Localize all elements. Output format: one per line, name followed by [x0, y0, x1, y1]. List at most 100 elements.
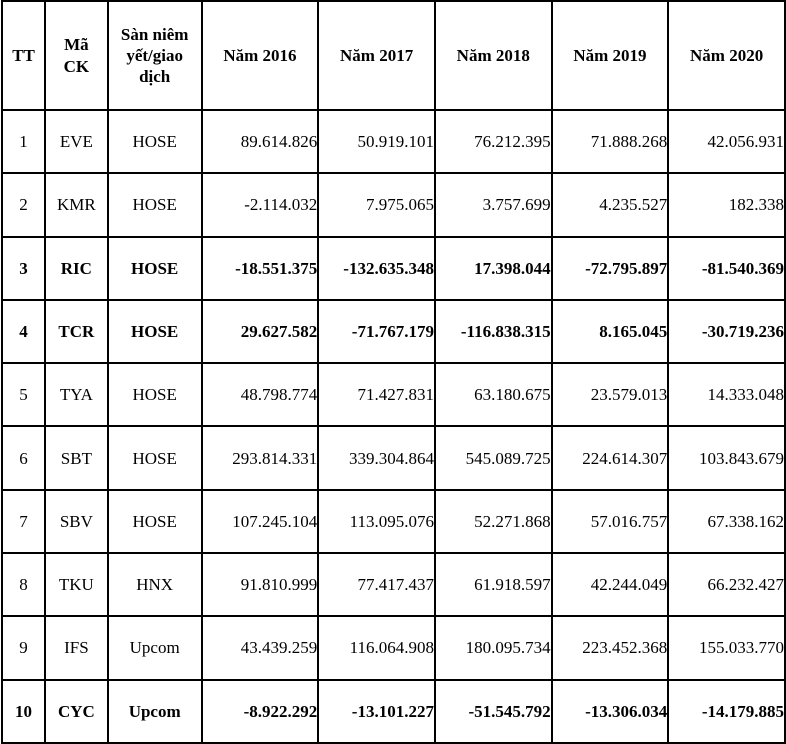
cell-year-value: 50.919.101: [317, 108, 436, 175]
cell-tt: 1: [0, 108, 47, 175]
cell-year-value: 17.398.044: [433, 235, 553, 301]
cell-exchange: HOSE: [106, 298, 203, 365]
cell-code: TCR: [44, 298, 109, 365]
table-row: 8 TKU HNX 91.810.999 77.417.437 61.918.597 42.…: [0, 552, 786, 618]
cell-year-value: 71.427.831: [317, 362, 436, 428]
cell-exchange: HOSE: [106, 362, 203, 428]
cell-year-value: -8.922.292: [200, 678, 320, 744]
cell-exchange: HNX: [106, 552, 203, 618]
table-row: 2 KMR HOSE -2.114.032 7.975.065 3.757.699 4.23…: [0, 172, 786, 238]
cell-tt: 2: [0, 172, 47, 238]
cell-code: TYA: [44, 362, 109, 428]
table-row: 3 RIC HOSE -18.551.375 -132.635.348 17.398.04…: [0, 235, 786, 301]
cell-year-value: 7.975.065: [317, 172, 436, 238]
cell-year-value: 3.757.699: [433, 172, 553, 238]
cell-year-value: 63.180.675: [433, 362, 553, 428]
cell-year-value: 116.064.908: [317, 615, 436, 681]
cell-year-value: 48.798.774: [200, 362, 320, 428]
cell-year-value: -14.179.885: [667, 678, 786, 744]
cell-code: TKU: [44, 552, 109, 618]
cell-year-value: 52.271.868: [433, 488, 553, 555]
cell-year-value: 77.417.437: [317, 552, 436, 618]
cell-year-value: 23.579.013: [550, 362, 670, 428]
cell-exchange: HOSE: [106, 172, 203, 238]
table-row: 1 EVE HOSE 89.614.826 50.919.101 76.212.395 71…: [0, 108, 786, 175]
cell-year-value: -13.101.227: [317, 678, 436, 744]
cell-code: RIC: [44, 235, 109, 301]
cell-year-value: 4.235.527: [550, 172, 670, 238]
cell-year-value: 14.333.048: [667, 362, 786, 428]
header-cell-year-2016: Năm 2016: [200, 0, 320, 111]
cell-year-value: 67.338.162: [667, 488, 786, 555]
cell-year-value: -116.838.315: [433, 298, 553, 365]
cell-year-value: 61.918.597: [433, 552, 553, 618]
cell-year-value: -72.795.897: [550, 235, 670, 301]
cell-tt: 8: [0, 552, 47, 618]
cell-year-value: 113.095.076: [317, 488, 436, 555]
cell-code: IFS: [44, 615, 109, 681]
table-row: 5 TYA HOSE 48.798.774 71.427.831 63.180.675 23…: [0, 362, 786, 428]
cell-tt: 5: [0, 362, 47, 428]
cell-code: SBT: [44, 425, 109, 491]
cell-year-value: -2.114.032: [200, 172, 320, 238]
cell-year-value: -132.635.348: [317, 235, 436, 301]
cell-tt: 4: [0, 298, 47, 365]
cell-year-value: 42.056.931: [667, 108, 786, 175]
cell-exchange: HOSE: [106, 235, 203, 301]
cell-year-value: 71.888.268: [550, 108, 670, 175]
header-row: TT Mã CK Sàn niêm yết/giao dịch Năm 2016…: [0, 0, 786, 111]
cell-year-value: 8.165.045: [550, 298, 670, 365]
cell-year-value: -81.540.369: [667, 235, 786, 301]
cell-year-value: 57.016.757: [550, 488, 670, 555]
header-cell-year-2020: Năm 2020: [667, 0, 786, 111]
table-row: 6 SBT HOSE 293.814.331 339.304.864 545.089.72…: [0, 425, 786, 491]
cell-year-value: 91.810.999: [200, 552, 320, 618]
cell-year-value: 182.338: [667, 172, 786, 238]
cell-code: SBV: [44, 488, 109, 555]
cell-year-value: 545.089.725: [433, 425, 553, 491]
cell-exchange: Upcom: [106, 678, 203, 744]
cell-tt: 3: [0, 235, 47, 301]
cell-exchange: HOSE: [106, 108, 203, 175]
cell-year-value: 103.843.679: [667, 425, 786, 491]
header-cell-code: Mã CK: [44, 0, 109, 111]
table-row: 10 CYC Upcom -8.922.292 -13.101.227 -51.545.7…: [0, 678, 786, 744]
table-body: 1 EVE HOSE 89.614.826 50.919.101 76.212.395 71…: [0, 108, 786, 744]
cell-year-value: -30.719.236: [667, 298, 786, 365]
table-row: 7 SBV HOSE 107.245.104 113.095.076 52.271.868…: [0, 488, 786, 555]
cell-year-value: 223.452.368: [550, 615, 670, 681]
cell-year-value: -18.551.375: [200, 235, 320, 301]
cell-tt: 7: [0, 488, 47, 555]
cell-exchange: HOSE: [106, 425, 203, 491]
cell-year-value: 293.814.331: [200, 425, 320, 491]
cell-year-value: 76.212.395: [433, 108, 553, 175]
table-row: 4 TCR HOSE 29.627.582 -71.767.179 -116.838.31…: [0, 298, 786, 365]
cell-year-value: 339.304.864: [317, 425, 436, 491]
cell-code: KMR: [44, 172, 109, 238]
cell-year-value: 66.232.427: [667, 552, 786, 618]
cell-tt: 9: [0, 615, 47, 681]
cell-exchange: Upcom: [106, 615, 203, 681]
cell-tt: 10: [0, 678, 47, 744]
cell-year-value: -71.767.179: [317, 298, 436, 365]
header-cell-year-2019: Năm 2019: [550, 0, 670, 111]
table-row: 9 IFS Upcom 43.439.259 116.064.908 180.095.73…: [0, 615, 786, 681]
header-cell-exchange: Sàn niêm yết/giao dịch: [106, 0, 203, 111]
cell-year-value: 155.033.770: [667, 615, 786, 681]
cell-year-value: 43.439.259: [200, 615, 320, 681]
cell-code: CYC: [44, 678, 109, 744]
cell-exchange: HOSE: [106, 488, 203, 555]
cell-year-value: -13.306.034: [550, 678, 670, 744]
header-cell-year-2017: Năm 2017: [317, 0, 436, 111]
cell-code: EVE: [44, 108, 109, 175]
header-cell-tt: TT: [0, 0, 47, 111]
cell-year-value: -51.545.792: [433, 678, 553, 744]
cell-year-value: 29.627.582: [200, 298, 320, 365]
cell-tt: 6: [0, 425, 47, 491]
cell-year-value: 224.614.307: [550, 425, 670, 491]
cell-year-value: 107.245.104: [200, 488, 320, 555]
cell-year-value: 89.614.826: [200, 108, 320, 175]
table-header: TT Mã CK Sàn niêm yết/giao dịch Năm 2016…: [0, 0, 786, 111]
header-cell-year-2018: Năm 2018: [433, 0, 553, 111]
